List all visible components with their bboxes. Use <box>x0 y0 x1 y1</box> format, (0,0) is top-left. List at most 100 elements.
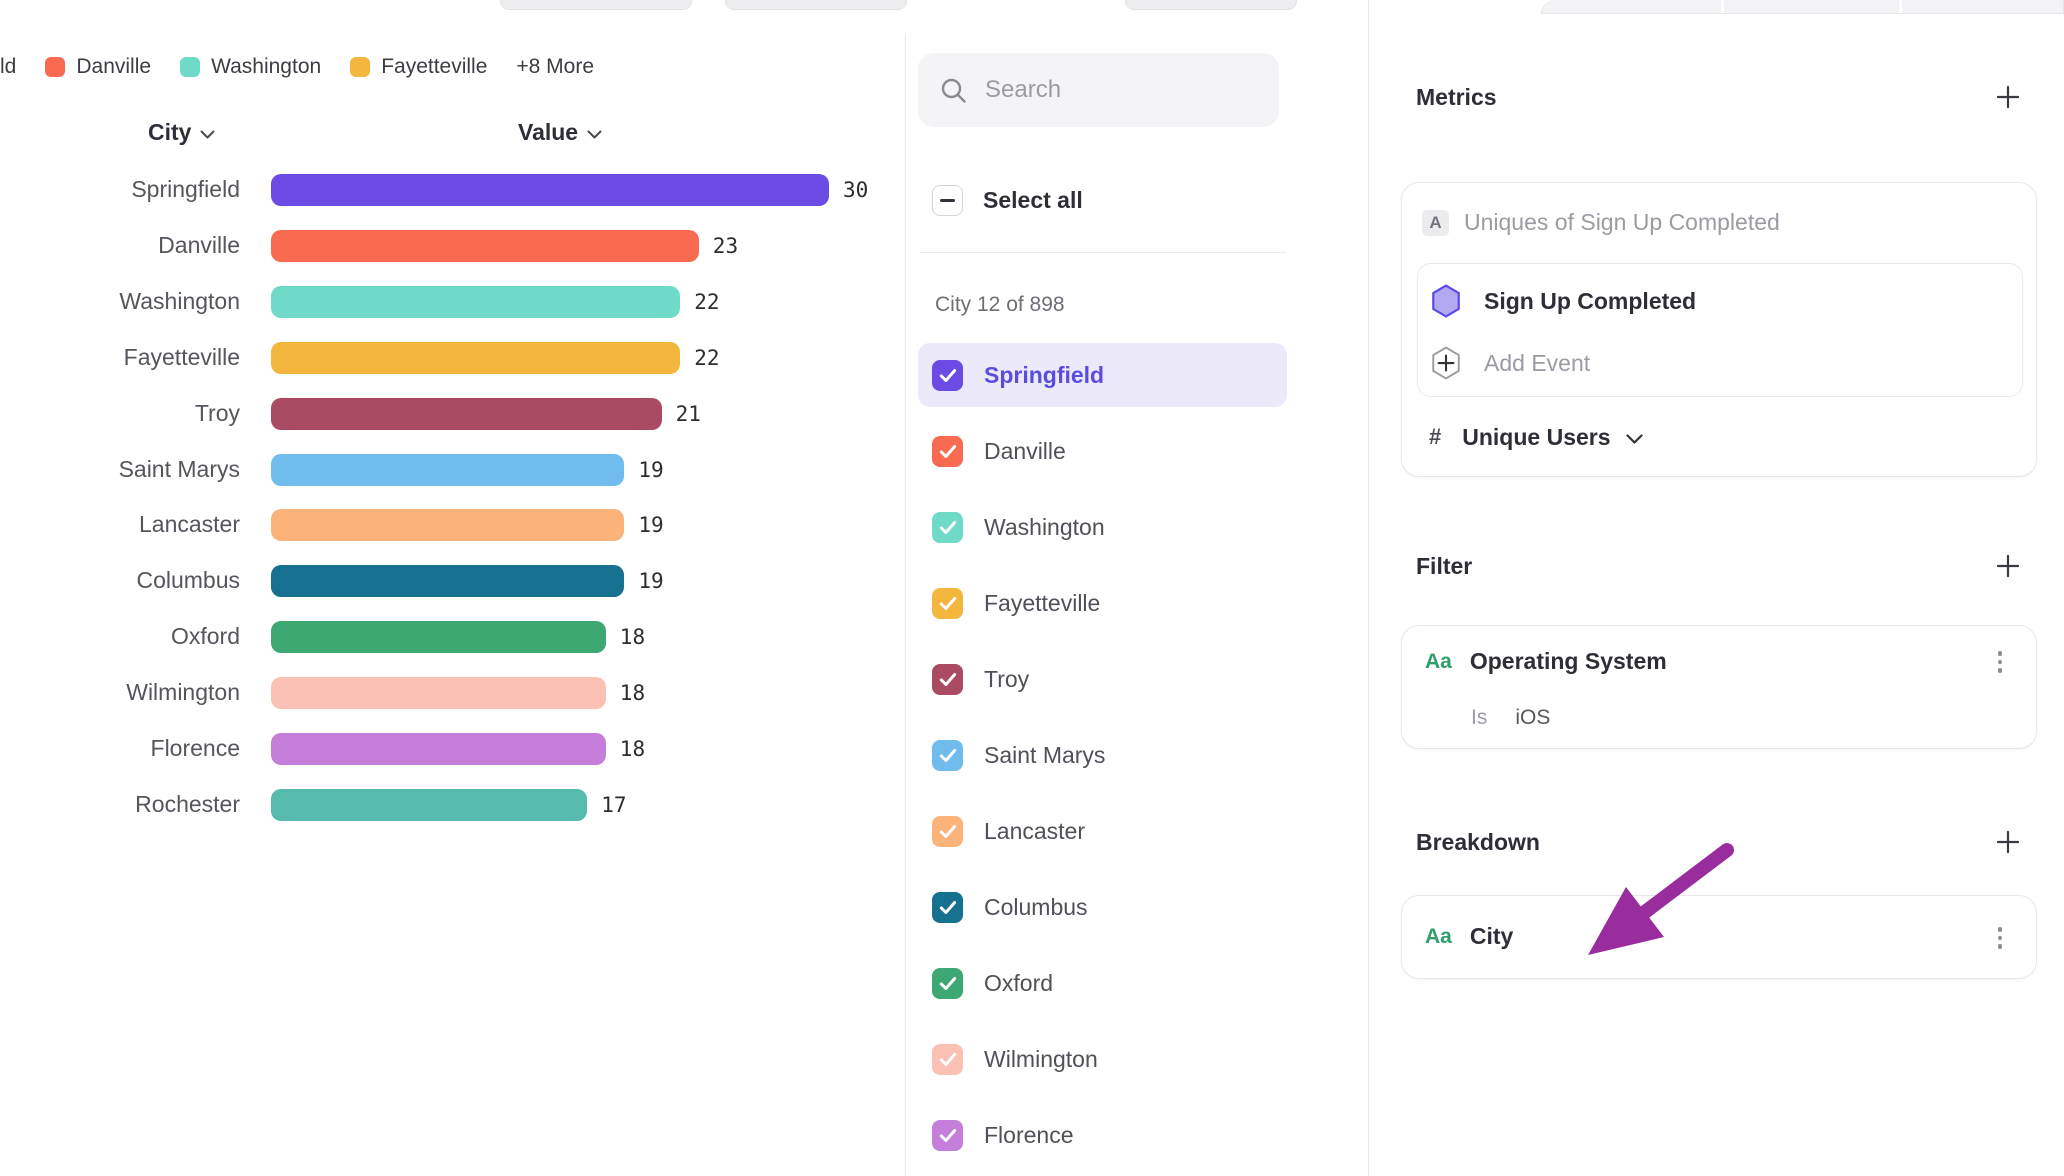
city-label: Springfield <box>984 361 1105 388</box>
city-list-item[interactable]: Danville <box>918 419 1287 483</box>
filter-operator: Is <box>1471 706 1488 729</box>
city-checkbox[interactable] <box>932 587 963 619</box>
string-type-icon: Aa <box>1425 924 1452 948</box>
city-list-item[interactable]: Troy <box>918 647 1287 711</box>
bar[interactable] <box>271 565 624 598</box>
city-checkbox[interactable] <box>932 967 963 999</box>
bar-value-label: 17 <box>601 792 627 817</box>
tab-strip[interactable] <box>1541 0 2064 14</box>
divider <box>919 252 1286 253</box>
legend-item-truncated[interactable]: ld <box>0 55 17 78</box>
filter-condition[interactable]: Is iOS <box>1471 706 1550 730</box>
measure-label: Unique Users <box>1462 423 1611 450</box>
bar-category-label: Rochester <box>135 790 240 817</box>
city-checkbox[interactable] <box>932 815 963 847</box>
plus-icon <box>1996 85 2020 109</box>
bar[interactable] <box>271 788 587 821</box>
bar-row: Lancaster 19 <box>0 497 905 553</box>
column-header-value-label: Value <box>518 119 579 145</box>
bar[interactable] <box>271 229 699 262</box>
bar[interactable] <box>271 397 662 430</box>
bar[interactable] <box>271 285 680 318</box>
bar-row: Columbus 19 <box>0 553 905 609</box>
add-event-row[interactable]: Add Event <box>1418 332 2022 394</box>
add-metric-button[interactable] <box>1993 82 2023 112</box>
event-row-sign-up-completed[interactable]: Sign Up Completed <box>1418 270 2022 332</box>
city-list-item[interactable]: Columbus <box>918 875 1287 939</box>
city-list-item[interactable]: Saint Marys <box>918 723 1287 787</box>
search-field[interactable] <box>918 53 1279 127</box>
panel-divider-left <box>905 33 906 1176</box>
event-name: Sign Up Completed <box>1484 287 1697 314</box>
kebab-menu-icon[interactable] <box>1988 923 2012 953</box>
select-all[interactable]: Select all <box>932 183 1083 217</box>
city-list-item[interactable]: Springfield <box>918 343 1287 407</box>
search-input[interactable] <box>983 75 1237 105</box>
chevron-down-icon <box>200 130 215 138</box>
filter-property-name: Operating System <box>1469 648 1667 674</box>
legend-item[interactable]: Danville <box>45 55 151 79</box>
bar-row: Rochester 17 <box>0 777 905 833</box>
check-icon <box>939 368 956 382</box>
column-header-city[interactable]: City <box>148 119 215 146</box>
tab-fragment[interactable] <box>725 0 907 10</box>
bar-value-label: 23 <box>712 233 739 258</box>
city-checkbox[interactable] <box>932 435 963 467</box>
legend-item[interactable]: Fayetteville <box>350 55 487 79</box>
tab-fragment[interactable] <box>1125 0 1297 10</box>
measure-selector[interactable]: # Unique Users <box>1429 419 1643 455</box>
legend-item[interactable]: Washington <box>180 55 321 79</box>
tab-fragment[interactable] <box>500 0 692 10</box>
city-list-item[interactable]: Washington <box>918 495 1287 559</box>
event-list-card: Sign Up Completed Add Event <box>1417 263 2023 397</box>
legend-label: Danville <box>76 55 152 78</box>
breakdown-card[interactable]: Aa City <box>1401 895 2037 979</box>
city-list-item[interactable]: Fayetteville <box>918 571 1287 635</box>
bar-row: Fayetteville 22 <box>0 330 905 386</box>
bar[interactable] <box>271 453 624 486</box>
bar-value-label: 30 <box>843 178 869 202</box>
bar[interactable] <box>271 509 624 542</box>
city-checkbox[interactable] <box>932 663 963 695</box>
filter-value: iOS <box>1515 706 1551 729</box>
kebab-menu-icon[interactable] <box>1988 647 2012 677</box>
bar-row: Troy 21 <box>0 386 905 442</box>
check-icon <box>939 1052 956 1066</box>
chevron-down-icon <box>1625 433 1643 444</box>
filter-card[interactable]: Aa Operating System Is iOS <box>1401 625 2037 749</box>
bar-row: Saint Marys 19 <box>0 442 905 498</box>
bar-category-label: Danville <box>158 231 240 258</box>
city-checkbox[interactable] <box>932 739 963 771</box>
bar[interactable] <box>271 621 606 654</box>
city-count-label: City 12 of 898 <box>935 293 1065 316</box>
bar-category-label: Saint Marys <box>118 455 240 482</box>
add-filter-button[interactable] <box>1993 551 2023 581</box>
bar[interactable] <box>271 677 606 710</box>
city-list-item[interactable]: Lancaster <box>918 799 1287 863</box>
city-label: Saint Marys <box>984 741 1106 768</box>
city-checkbox[interactable] <box>932 359 963 391</box>
bar[interactable] <box>271 341 680 374</box>
add-breakdown-button[interactable] <box>1993 827 2023 857</box>
bar-value-label: 21 <box>675 401 701 426</box>
city-list-item[interactable]: Oxford <box>918 951 1287 1015</box>
city-list-item[interactable]: Florence <box>918 1103 1287 1167</box>
city-checkbox[interactable] <box>932 511 963 543</box>
legend-overflow[interactable]: +8 More <box>516 55 595 78</box>
select-all-checkbox-indeterminate[interactable] <box>932 184 963 216</box>
bar-row: Danville 23 <box>0 218 905 274</box>
breakdown-heading: Breakdown <box>1416 829 1540 855</box>
city-checkbox[interactable] <box>932 1119 963 1151</box>
legend-color-chip <box>180 57 201 77</box>
bar[interactable] <box>271 733 606 765</box>
check-icon <box>939 1128 956 1142</box>
bar-category-label: Lancaster <box>138 511 240 538</box>
city-list-item[interactable]: Wilmington <box>918 1027 1287 1091</box>
bar[interactable] <box>271 174 829 206</box>
city-checkbox[interactable] <box>932 891 963 923</box>
bar-value-label: 18 <box>619 681 646 706</box>
bar-row: Springfield 30 <box>0 162 905 218</box>
bar-value-label: 18 <box>619 737 646 761</box>
column-header-value[interactable]: Value <box>518 119 602 146</box>
city-checkbox[interactable] <box>932 1043 963 1075</box>
